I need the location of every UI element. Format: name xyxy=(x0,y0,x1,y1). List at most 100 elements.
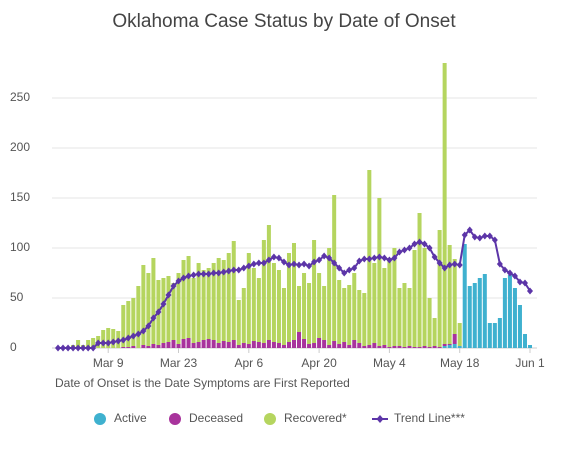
trend-marker xyxy=(230,266,237,274)
trend-marker xyxy=(446,261,453,269)
bar-segment xyxy=(527,345,533,348)
trend-marker xyxy=(461,231,468,239)
bar-segment xyxy=(146,273,151,346)
y-tick-label: 100 xyxy=(10,240,30,254)
legend-marker xyxy=(376,415,384,423)
trend-marker xyxy=(260,259,267,267)
bar-segment xyxy=(156,345,161,348)
bar-segment xyxy=(201,340,206,348)
bar-segment xyxy=(136,286,141,348)
trend-marker xyxy=(160,300,167,308)
bar-segment xyxy=(196,263,201,342)
bar-segment xyxy=(231,241,236,340)
bar-segment xyxy=(482,274,487,348)
bar-segment xyxy=(392,248,397,346)
trend-marker xyxy=(521,279,528,287)
bar-segment xyxy=(251,341,256,348)
bar-segment xyxy=(417,213,422,347)
bar-segment xyxy=(352,340,357,348)
bar-segment xyxy=(357,290,362,343)
x-tick-label: Jun 1 xyxy=(515,356,545,370)
bar-segment xyxy=(286,253,291,342)
legend-label: Deceased xyxy=(189,411,243,425)
trend-marker xyxy=(401,246,408,254)
bar-segment xyxy=(322,340,327,348)
bar-segment xyxy=(166,276,171,342)
trend-marker xyxy=(185,272,192,280)
trend-marker xyxy=(225,267,232,275)
bar-segment xyxy=(457,323,462,346)
bar-segment xyxy=(387,347,392,348)
bar-segment xyxy=(226,342,231,348)
trend-marker xyxy=(110,338,117,346)
trend-marker xyxy=(240,264,247,272)
bar-segment xyxy=(422,248,427,346)
trend-marker xyxy=(326,254,333,262)
bar-segment xyxy=(241,343,246,348)
y-tick-label: 200 xyxy=(10,140,30,154)
bar-segment xyxy=(276,343,281,348)
bar-segment xyxy=(151,258,156,344)
bar-segment xyxy=(477,278,482,348)
trend-marker xyxy=(391,254,398,262)
bar-segment xyxy=(447,344,452,345)
bar-segment xyxy=(312,240,317,343)
bar-segment xyxy=(307,344,312,348)
trend-marker xyxy=(125,334,132,342)
bar-segment xyxy=(191,278,196,343)
legend-item: Deceased xyxy=(169,411,243,425)
trend-marker xyxy=(245,262,252,270)
bar-segment xyxy=(286,342,291,348)
trend-marker xyxy=(366,255,373,263)
bar-segment xyxy=(517,305,522,348)
bar-segment xyxy=(186,338,191,348)
trend-marker xyxy=(130,332,137,340)
trend-marker xyxy=(381,254,388,262)
bar-segment xyxy=(442,344,447,346)
bar-segment xyxy=(121,305,126,347)
bar-segment xyxy=(236,300,241,345)
bar-segment xyxy=(522,334,527,348)
bar-segment xyxy=(191,343,196,348)
bar-segment xyxy=(512,288,517,348)
x-tick-label: May 18 xyxy=(440,356,480,370)
bar-segment xyxy=(332,195,337,341)
bar-segment xyxy=(392,346,397,348)
bar-segment xyxy=(327,248,332,345)
bar-segment xyxy=(507,275,512,348)
bar-segment xyxy=(457,346,462,348)
trend-marker xyxy=(321,252,328,260)
trend-marker xyxy=(411,240,418,248)
trend-marker xyxy=(75,344,82,352)
bar-segment xyxy=(211,340,216,348)
bar-segment xyxy=(467,286,472,348)
trend-marker xyxy=(190,271,197,279)
bar-segment xyxy=(206,268,211,339)
bar-segment xyxy=(266,225,271,340)
trend-marker xyxy=(55,344,61,352)
bar-segment xyxy=(266,340,271,348)
bar-segment xyxy=(181,339,186,348)
bar-segment xyxy=(131,346,136,348)
bar-segment xyxy=(377,198,382,346)
trend-marker xyxy=(336,264,343,272)
trend-marker xyxy=(265,256,272,264)
bar-segment xyxy=(146,346,151,348)
bar-segment xyxy=(312,343,317,348)
legend-label: Recovered* xyxy=(284,411,347,425)
trend-marker xyxy=(451,260,458,268)
bar-segment xyxy=(297,332,302,348)
bar-segment xyxy=(161,278,166,343)
trend-marker xyxy=(341,269,348,277)
bar-segment xyxy=(196,342,201,348)
bar-segment xyxy=(76,340,81,348)
legend-item: Active xyxy=(94,411,147,425)
trend-marker xyxy=(476,234,483,242)
bar-segment xyxy=(362,346,367,348)
bar-segment xyxy=(261,343,266,348)
trend-marker xyxy=(481,232,488,240)
bar-segment xyxy=(442,63,447,344)
bar-segment xyxy=(402,283,407,347)
trend-marker xyxy=(436,259,443,267)
legend-item: Trend Line*** xyxy=(372,411,465,425)
